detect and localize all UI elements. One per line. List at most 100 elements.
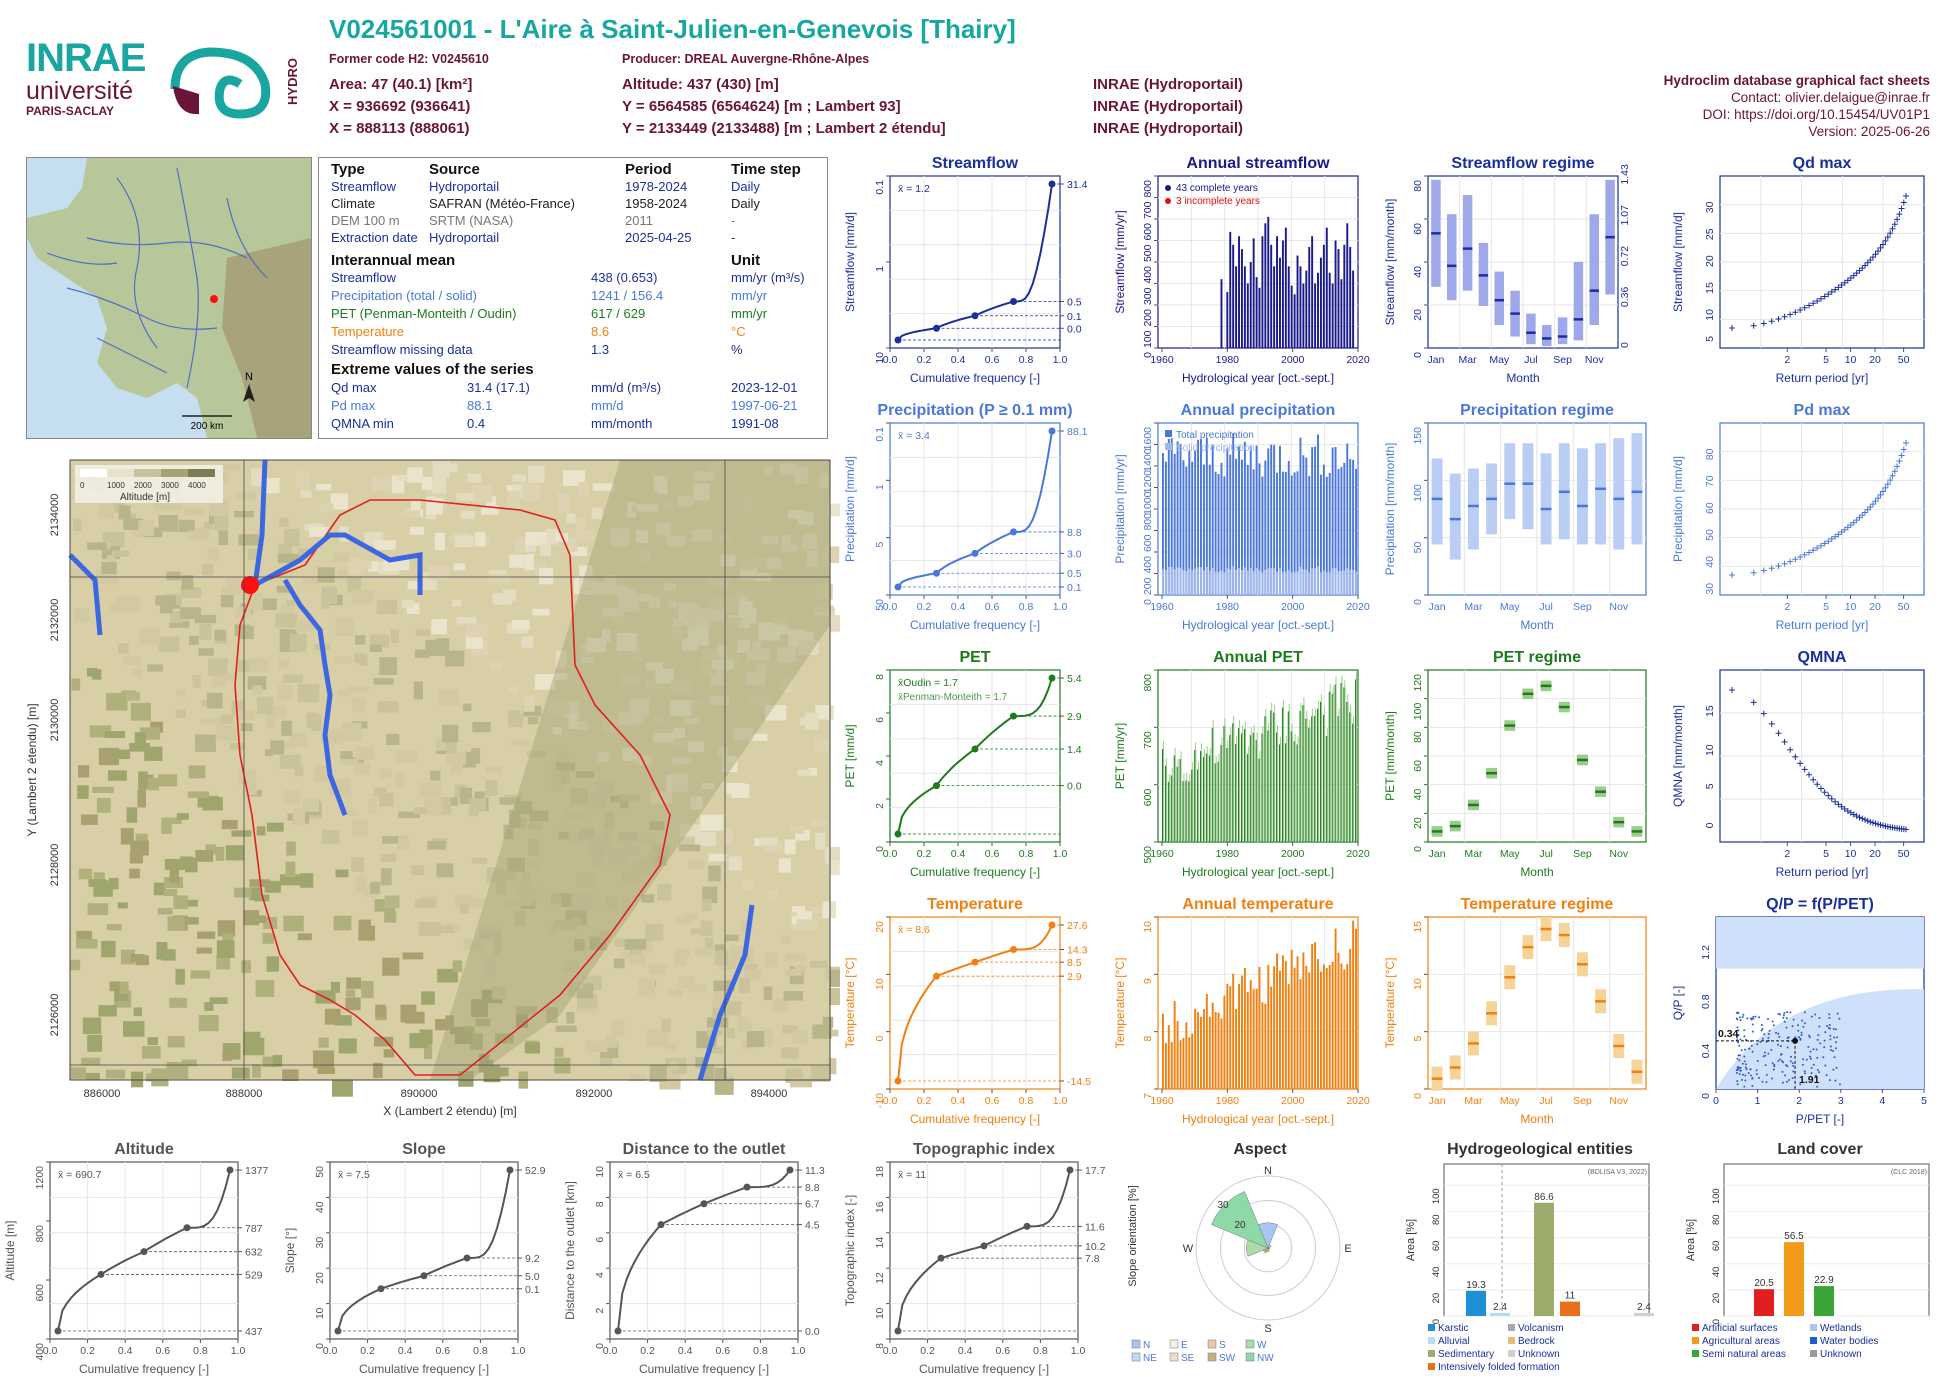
solid-precip-bar (1202, 570, 1205, 595)
scale-bar-label: 200 km (191, 421, 224, 432)
terrain-cell (688, 860, 705, 869)
annual-bar (1255, 445, 1258, 595)
x-tick-label: 2000 (1281, 848, 1305, 860)
terrain-cell (374, 787, 387, 797)
return-period-point (1879, 488, 1886, 495)
terrain-cell (574, 938, 585, 951)
terrain-cell (262, 933, 274, 944)
terrain-cell (188, 530, 209, 540)
chart-title: Topographic index (913, 1141, 1055, 1158)
terrain-cell (640, 549, 651, 565)
terrain-cell (790, 826, 805, 835)
terrain-cell (157, 907, 173, 915)
right-tick-label: 0.0 (1067, 323, 1082, 335)
terrain-cell (445, 1015, 454, 1027)
terrain-cell (778, 858, 791, 873)
terrain-cell (678, 844, 701, 852)
annual-bar (1246, 464, 1249, 595)
terrain-cell (374, 1036, 394, 1047)
terrain-cell (243, 1031, 261, 1046)
annual-bar (1284, 961, 1287, 1089)
x-tick-label: 0.4 (951, 354, 966, 366)
annual-bar (1311, 944, 1314, 1089)
regime-range (1494, 271, 1504, 326)
terrain-cell (147, 777, 159, 791)
annual-bar (1319, 971, 1322, 1089)
terrain-cell (684, 700, 702, 707)
annual-bar (1164, 1042, 1167, 1089)
pet-pm-bar (1177, 759, 1179, 842)
legend-label: NE (1143, 1353, 1157, 1364)
terrain-cell (570, 788, 589, 805)
contact[interactable]: Contact: olivier.delaigue@inrae.fr (1730, 90, 1930, 105)
terrain-cell (249, 887, 262, 901)
quantile-point (1010, 712, 1017, 720)
y-tick-label: 2 (874, 803, 886, 809)
quantile-point (894, 1327, 902, 1335)
qp-point (1764, 1054, 1767, 1057)
terrain-cell (667, 989, 683, 997)
pet-pm-bar (1306, 710, 1308, 842)
terrain-cell (810, 819, 827, 827)
terrain-cell (347, 576, 362, 593)
terrain-cell (515, 1014, 529, 1028)
return-period-point (1792, 556, 1799, 563)
terrain-cell (520, 897, 534, 906)
terrain-cell (81, 814, 98, 825)
x-tick-label: 0 (1713, 1095, 1719, 1107)
chart-title: PET (959, 649, 990, 666)
right-tick-label: 10.2 (1085, 1241, 1106, 1253)
chart-title: Land cover (1777, 1141, 1862, 1158)
x-tick-label: 0.4 (951, 601, 966, 613)
terrain-cell (129, 852, 144, 864)
return-period-point (1889, 472, 1896, 479)
altitude-legend-label: Altitude [m] (120, 492, 170, 503)
quantile-point (1010, 946, 1017, 954)
qp-point (1833, 1036, 1836, 1039)
solid-precip-bar (1299, 566, 1302, 595)
y-tick-label: 8 (1142, 1036, 1154, 1042)
y-tick-label: 0.8 (1700, 994, 1712, 1009)
pet-pm-bar (1344, 679, 1346, 842)
annual-bar (1220, 1018, 1223, 1089)
terrain-cell (579, 565, 593, 578)
y-tick-label: 40 (1412, 789, 1424, 801)
qp-point (1818, 1025, 1821, 1028)
x-axis-label: Hydrological year [oct.-sept.] (1182, 865, 1334, 879)
y-tick-label: 30 (1704, 201, 1716, 213)
terrain-cell (326, 729, 343, 737)
y-tick-label: 4 (594, 1272, 606, 1278)
terrain-cell (82, 1017, 102, 1034)
terrain-cell (346, 977, 362, 989)
annual-bar (1235, 458, 1238, 595)
terrain-cell (459, 787, 473, 804)
annual-bar (1299, 437, 1302, 595)
qp-point (1744, 1063, 1747, 1066)
return-period-point (1835, 801, 1842, 808)
terrain-cell (673, 727, 685, 739)
solid-precip-bar (1179, 567, 1182, 595)
terrain-cell (595, 779, 614, 797)
y-tick-label: 150 (1412, 427, 1424, 445)
y-axis-label: Streamflow [mm/month] (1383, 199, 1397, 326)
cumulative-curve (337, 1169, 511, 1332)
terrain-cell (358, 560, 372, 569)
return-period-point (1877, 491, 1884, 498)
bar-value-label: 2.4 (1637, 1302, 1651, 1313)
hydro-logo-text: HYDRO (284, 58, 300, 105)
return-period-point (1838, 529, 1845, 536)
terrain-cell (98, 500, 114, 519)
terrain-cell (93, 884, 113, 897)
return-period-point (1814, 544, 1821, 551)
y-tick-label: 0 (1412, 1093, 1424, 1099)
annual-bar (1223, 476, 1226, 595)
terrain-cell (169, 620, 190, 628)
return-period-point (1825, 792, 1832, 799)
y-tick-label: 20 (874, 921, 886, 933)
doi[interactable]: DOI: https://doi.org/10.15454/UV01P1 (1702, 107, 1930, 122)
annual-bar (1296, 471, 1299, 595)
terrain-cell (335, 618, 355, 637)
return-period-point (1775, 730, 1782, 737)
qp-point (1801, 1081, 1804, 1084)
terrain-cell (813, 739, 829, 753)
